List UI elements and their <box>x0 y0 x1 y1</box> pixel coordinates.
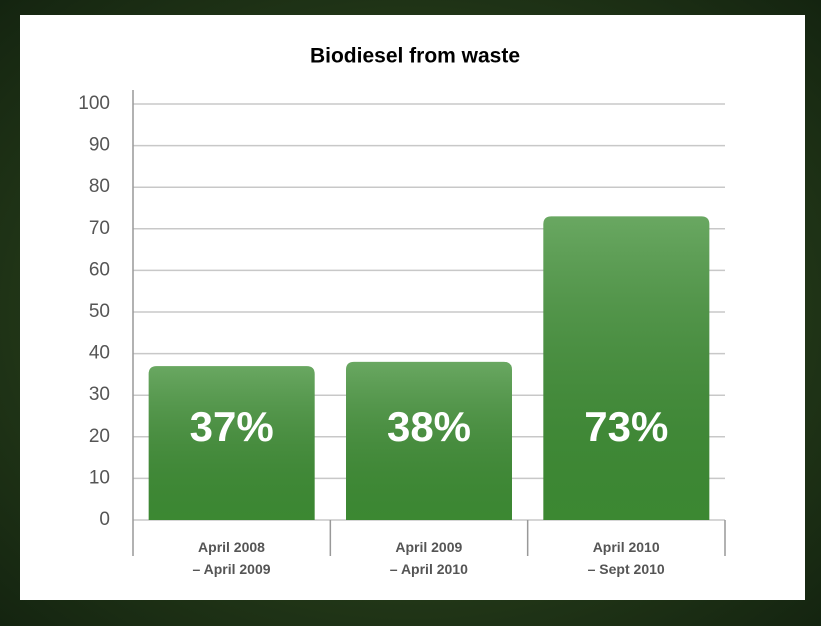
y-tick-label: 70 <box>89 218 110 239</box>
value-label: 38% <box>387 403 471 450</box>
y-tick-label: 40 <box>89 343 110 364</box>
value-label: 37% <box>190 403 274 450</box>
y-tick-label: 0 <box>99 509 110 530</box>
y-tick-label: 20 <box>89 426 110 447</box>
bar-shade <box>543 216 710 520</box>
y-tick-label: 80 <box>89 176 110 197</box>
y-tick-label: 30 <box>89 384 110 405</box>
y-tick-label: 60 <box>89 259 110 280</box>
bar-shade <box>148 366 315 520</box>
x-tick-label: April 2008 – April 2009 <box>192 539 271 577</box>
x-tick-label: April 2009 – April 2010 <box>389 539 468 577</box>
x-tick-label: April 2010 – Sept 2010 <box>587 539 665 577</box>
y-tick-label: 100 <box>78 93 110 114</box>
y-tick-label: 50 <box>89 301 110 322</box>
value-label: 73% <box>584 403 668 450</box>
chart-title: Biodiesel from waste <box>310 45 520 68</box>
y-tick-label: 90 <box>89 135 110 156</box>
bar-shade <box>346 361 512 520</box>
y-tick-label: 10 <box>89 467 110 488</box>
